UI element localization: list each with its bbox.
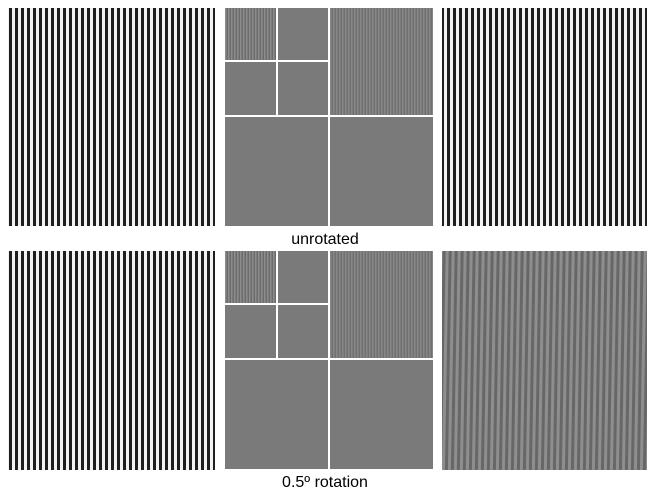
caption: 0.5º rotation: [282, 474, 368, 491]
wavelet-decomposition: [225, 251, 433, 469]
figure: unrotated 0.5º rotation: [0, 0, 647, 493]
input-image: [8, 8, 215, 226]
reconstructed-image: [442, 251, 647, 470]
input-image: [8, 251, 215, 470]
wavelet-decomposition: [225, 8, 433, 226]
caption: unrotated: [291, 231, 359, 248]
reconstructed-image: [442, 8, 647, 226]
page: unrotated 0.5º rotation (() => { const d…: [0, 0, 647, 493]
